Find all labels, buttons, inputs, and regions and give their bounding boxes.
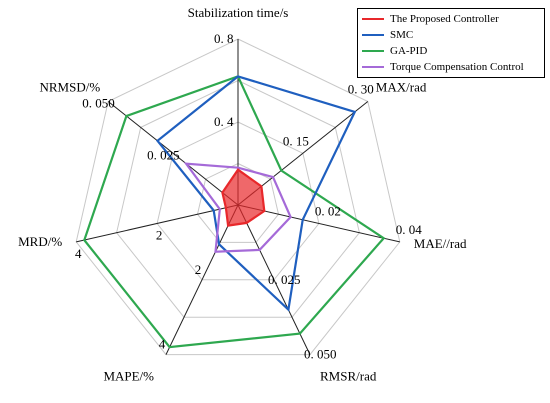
legend-swatch <box>362 18 384 20</box>
tick-label: 0. 15 <box>283 133 309 148</box>
legend: The Proposed Controller SMC GA-PID Torqu… <box>357 8 545 78</box>
legend-swatch <box>362 66 384 68</box>
tick-label: 0. 050 <box>304 347 337 362</box>
tick-label: 0. 025 <box>147 147 180 162</box>
tick-label: 0. 30 <box>348 82 374 97</box>
legend-swatch <box>362 34 384 36</box>
tick-label: 2 <box>195 262 202 277</box>
axis-spoke <box>107 101 239 206</box>
grid-ring <box>196 162 280 243</box>
tick-label: 0. 04 <box>396 222 423 237</box>
legend-item: SMC <box>362 27 540 43</box>
series-layer <box>83 75 386 349</box>
axis-label: NRMSD/% <box>40 80 101 95</box>
legend-label: GA-PID <box>390 45 428 57</box>
grid-ring <box>156 121 320 281</box>
tick-label: 4 <box>75 246 82 261</box>
legend-item: Torque Compensation Control <box>362 59 540 75</box>
legend-item: GA-PID <box>362 43 540 59</box>
tick-layer: 0. 4 0. 8 0. 15 0. 30 0. 02 0. 04 0. 025 0. 050… <box>75 31 422 362</box>
axis-label: MAX/rad <box>376 80 427 95</box>
series-polygon-torque-compensation-control <box>183 162 292 253</box>
axis-spoke <box>76 204 239 243</box>
tick-label: 0. 02 <box>315 204 341 219</box>
tick-label: 0. 050 <box>82 96 115 111</box>
tick-label: 0. 025 <box>268 272 301 287</box>
tick-label: 0. 8 <box>214 31 234 46</box>
legend-label: The Proposed Controller <box>390 13 499 25</box>
axis-label-layer: Stabilization time/s MAX/rad MAE//rad RMSR/… <box>18 5 467 384</box>
series-polygon-ga-pid <box>83 75 386 349</box>
axis-label: RMSR/rad <box>320 369 377 384</box>
axis-spoke <box>165 204 239 355</box>
axis-label: Stabilization time/s <box>188 5 289 20</box>
legend-label: SMC <box>390 29 414 41</box>
legend-label: Torque Compensation Control <box>390 61 524 73</box>
tick-label: 0. 4 <box>214 114 234 129</box>
legend-swatch <box>362 50 384 52</box>
tick-label: 2 <box>156 228 163 243</box>
axis-label: MRD/% <box>18 234 62 249</box>
axis-spoke <box>237 204 311 355</box>
series-polygon-smc <box>155 75 357 312</box>
grid-ring <box>75 38 401 356</box>
tick-label: 4 <box>159 337 166 352</box>
legend-item: The Proposed Controller <box>362 11 540 27</box>
series-polygon-the-proposed-controller <box>221 168 266 227</box>
axis-label: MAPE/% <box>103 369 154 384</box>
axis-label: MAE//rad <box>414 236 467 251</box>
